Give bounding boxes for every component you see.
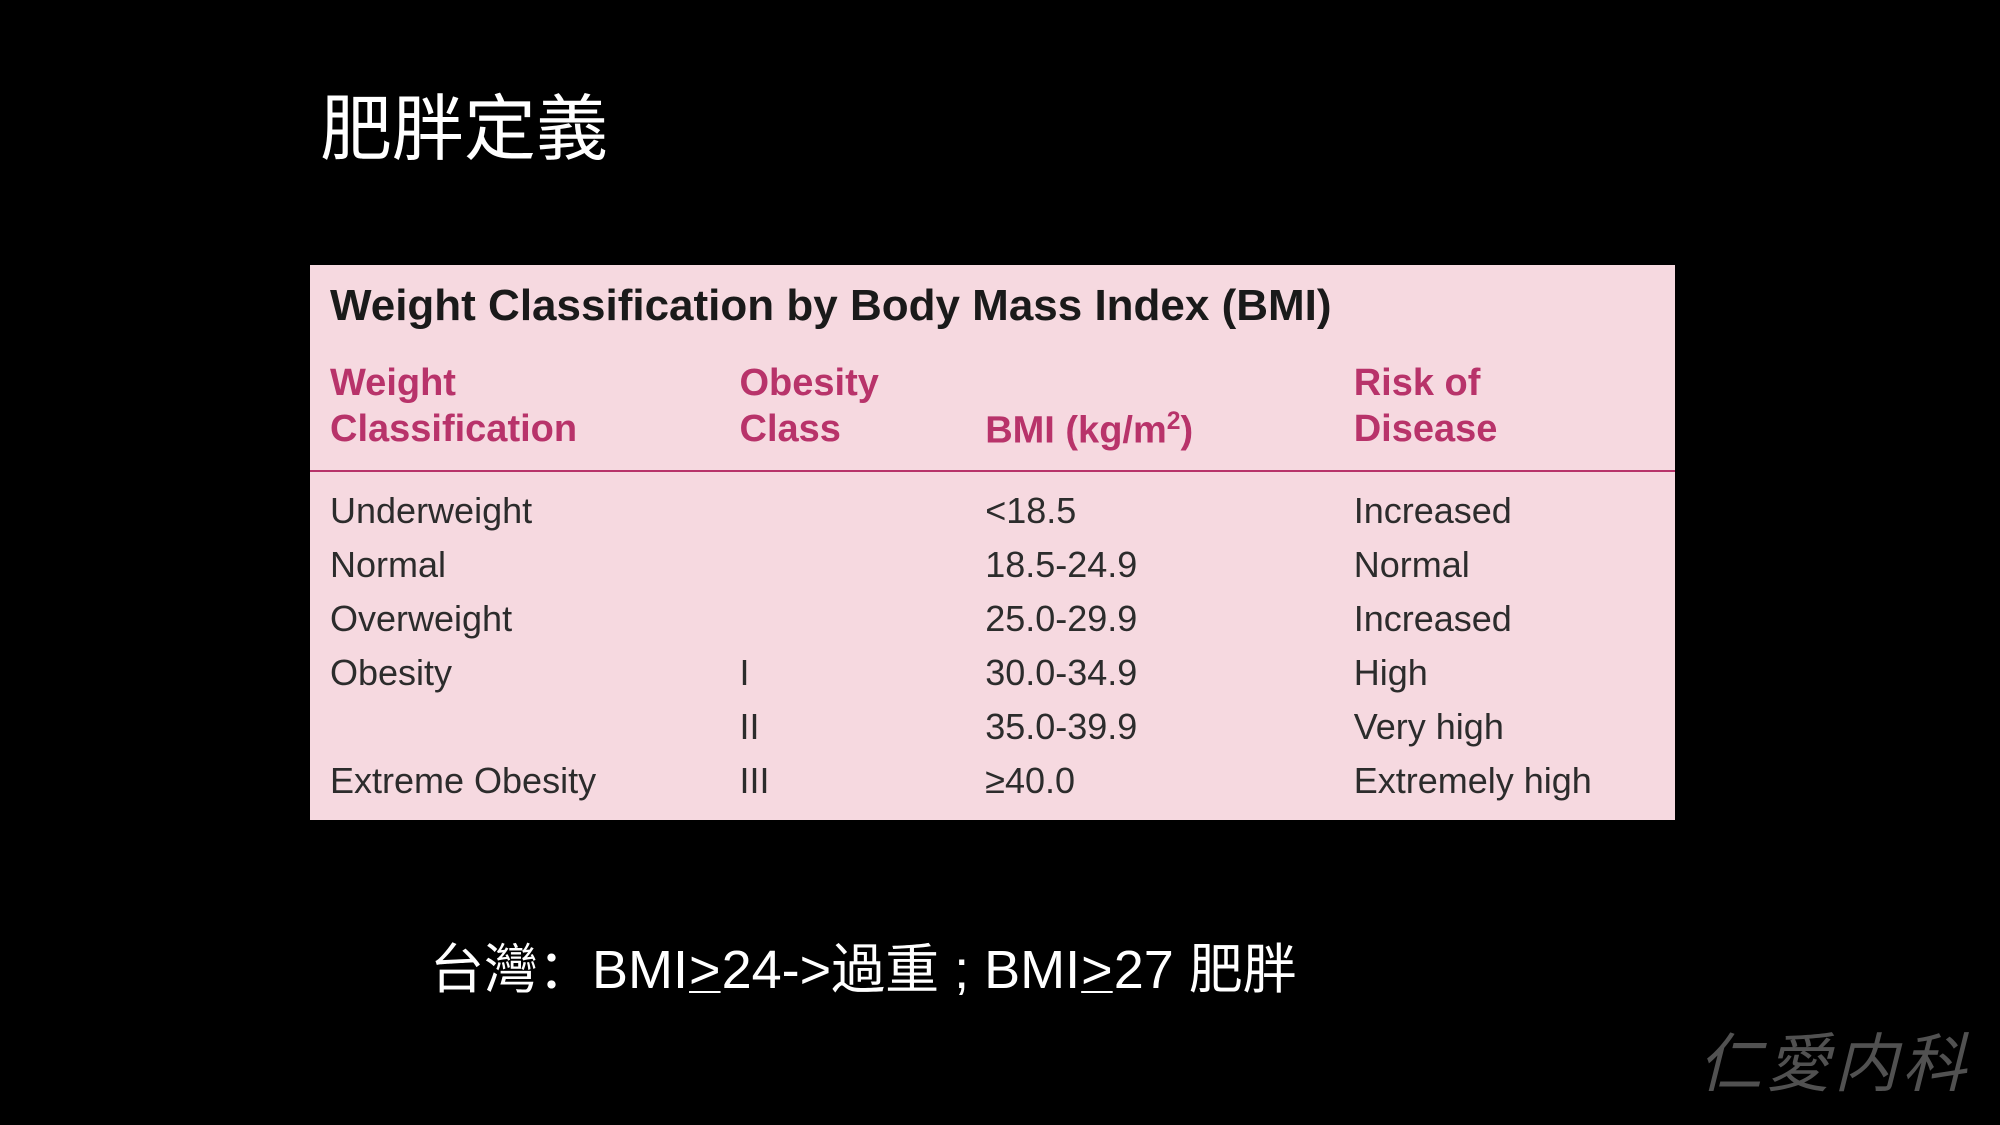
footnote-text: 台灣：BMI — [430, 940, 688, 1000]
bmi-table-container: Weight Classification by Body Mass Index… — [310, 265, 1675, 820]
col-header-text: Disease — [1354, 408, 1498, 450]
col-header-sup: 2 — [1167, 408, 1181, 435]
ge-symbol: > — [688, 939, 722, 1001]
col-header-text: Classification — [330, 408, 577, 450]
col-header-obesity: Obesity Class — [720, 351, 966, 471]
table-body: Underweight <18.5 Increased Normal 18.5-… — [310, 471, 1675, 820]
cell-weight: Underweight — [310, 471, 720, 538]
cell-obesity — [720, 592, 966, 646]
cell-bmi: 25.0-29.9 — [965, 592, 1334, 646]
slide-title: 肥胖定義 — [320, 70, 608, 175]
cell-weight: Obesity — [310, 646, 720, 700]
table-row: Overweight 25.0-29.9 Increased — [310, 592, 1675, 646]
cell-obesity — [720, 538, 966, 592]
cell-weight — [310, 700, 720, 754]
cell-risk: Very high — [1334, 700, 1675, 754]
table-title: Weight Classification by Body Mass Index… — [310, 265, 1675, 351]
table-row: Underweight <18.5 Increased — [310, 471, 1675, 538]
cell-bmi: ≥40.0 — [965, 754, 1334, 820]
footnote: 台灣：BMI>24->過重 ; BMI>27 肥胖 — [430, 925, 1297, 1004]
cell-risk: Extremely high — [1334, 754, 1675, 820]
col-header-text: Obesity — [740, 362, 879, 404]
col-header-text: Class — [740, 408, 841, 450]
cell-risk: High — [1334, 646, 1675, 700]
table-row: Extreme Obesity III ≥40.0 Extremely high — [310, 754, 1675, 820]
col-header-text: Risk of — [1354, 362, 1481, 404]
cell-obesity: I — [720, 646, 966, 700]
bmi-table: Weight Classification Obesity Class BMI … — [310, 351, 1675, 820]
cell-bmi: 18.5-24.9 — [965, 538, 1334, 592]
col-header-risk: Risk of Disease — [1334, 351, 1675, 471]
table-header-row: Weight Classification Obesity Class BMI … — [310, 351, 1675, 471]
cell-bmi: <18.5 — [965, 471, 1334, 538]
cell-bmi: 35.0-39.9 — [965, 700, 1334, 754]
col-header-text: ) — [1180, 409, 1193, 451]
table-row: Normal 18.5-24.9 Normal — [310, 538, 1675, 592]
cell-weight: Normal — [310, 538, 720, 592]
cell-obesity — [720, 471, 966, 538]
cell-obesity: II — [720, 700, 966, 754]
col-header-bmi: BMI (kg/m2) — [965, 351, 1334, 471]
col-header-text: Weight — [330, 362, 456, 404]
table-row: II 35.0-39.9 Very high — [310, 700, 1675, 754]
cell-weight: Overweight — [310, 592, 720, 646]
col-header-weight: Weight Classification — [310, 351, 720, 471]
cell-risk: Increased — [1334, 471, 1675, 538]
ge-symbol: > — [1080, 939, 1114, 1001]
watermark: 仁愛内科 — [1698, 1013, 1970, 1105]
footnote-text: 24->過重 ; BMI — [722, 940, 1081, 1000]
cell-risk: Increased — [1334, 592, 1675, 646]
col-header-text: BMI (kg/m — [985, 409, 1167, 451]
cell-bmi: 30.0-34.9 — [965, 646, 1334, 700]
table-row: Obesity I 30.0-34.9 High — [310, 646, 1675, 700]
footnote-text: 27 肥胖 — [1114, 940, 1297, 1000]
cell-obesity: III — [720, 754, 966, 820]
cell-weight: Extreme Obesity — [310, 754, 720, 820]
cell-risk: Normal — [1334, 538, 1675, 592]
